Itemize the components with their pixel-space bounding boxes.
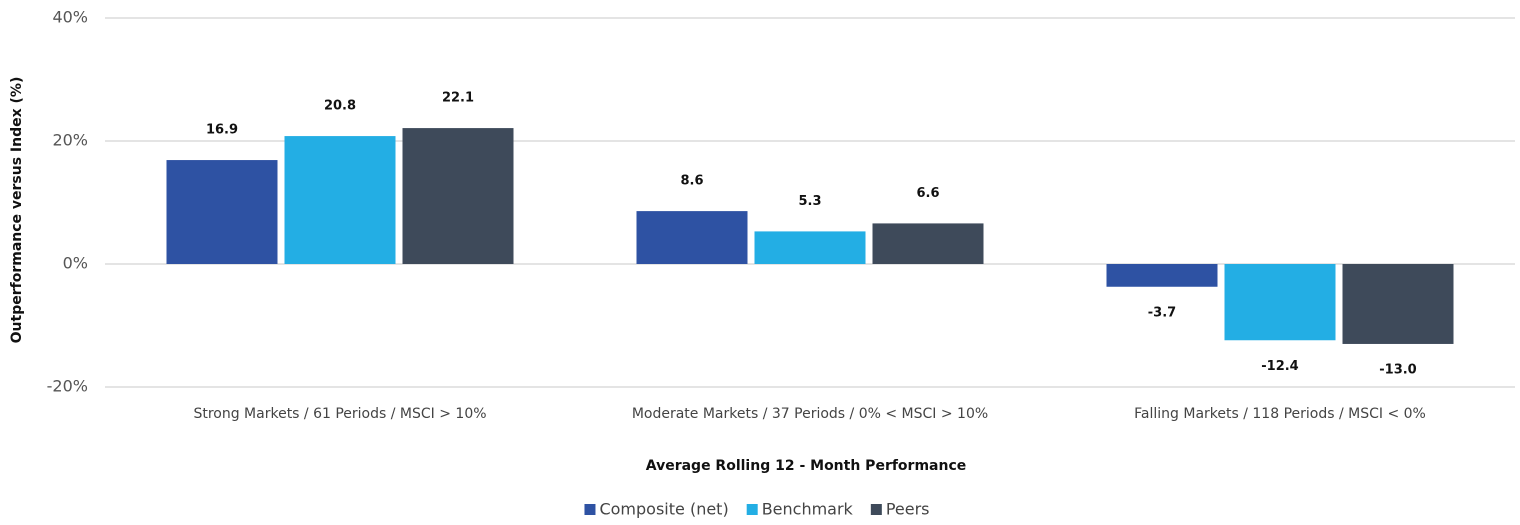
- data-label: 5.3: [798, 194, 821, 209]
- bar: [1224, 264, 1336, 341]
- legend-label: Benchmark: [762, 500, 854, 519]
- data-label: 22.1: [442, 91, 474, 106]
- x-tick-label: Moderate Markets / 37 Periods / 0% < MSC…: [632, 406, 988, 422]
- legend-label: Peers: [886, 500, 930, 519]
- legend-swatch: [870, 504, 882, 515]
- y-tick-label: -20%: [47, 377, 88, 396]
- legend-label: Composite (net): [599, 500, 728, 519]
- legend-swatch: [746, 504, 758, 515]
- data-label: 20.8: [324, 99, 356, 114]
- legend-swatch: [584, 504, 596, 515]
- data-label: 16.9: [206, 123, 238, 138]
- bar: [402, 128, 514, 264]
- bar: [754, 231, 866, 264]
- data-label: 8.6: [680, 174, 703, 189]
- bar: [166, 160, 278, 264]
- bar: [284, 136, 396, 264]
- data-label: -12.4: [1261, 359, 1298, 374]
- y-tick-label: 40%: [52, 8, 88, 27]
- x-tick-label: Falling Markets / 118 Periods / MSCI < 0…: [1134, 406, 1426, 422]
- data-label: -3.7: [1148, 305, 1176, 320]
- data-label: -13.0: [1379, 362, 1416, 377]
- bar: [1106, 264, 1218, 287]
- bar: [1342, 264, 1454, 344]
- x-axis-label: Average Rolling 12 - Month Performance: [646, 458, 967, 474]
- x-tick-label: Strong Markets / 61 Periods / MSCI > 10%: [193, 406, 486, 422]
- bar: [872, 223, 984, 264]
- y-tick-label: 20%: [52, 131, 88, 150]
- bar: [636, 211, 748, 264]
- data-label: 6.6: [916, 186, 939, 201]
- y-tick-label: 0%: [63, 254, 88, 273]
- y-axis-label: Outperformance versus Index (%): [9, 77, 25, 344]
